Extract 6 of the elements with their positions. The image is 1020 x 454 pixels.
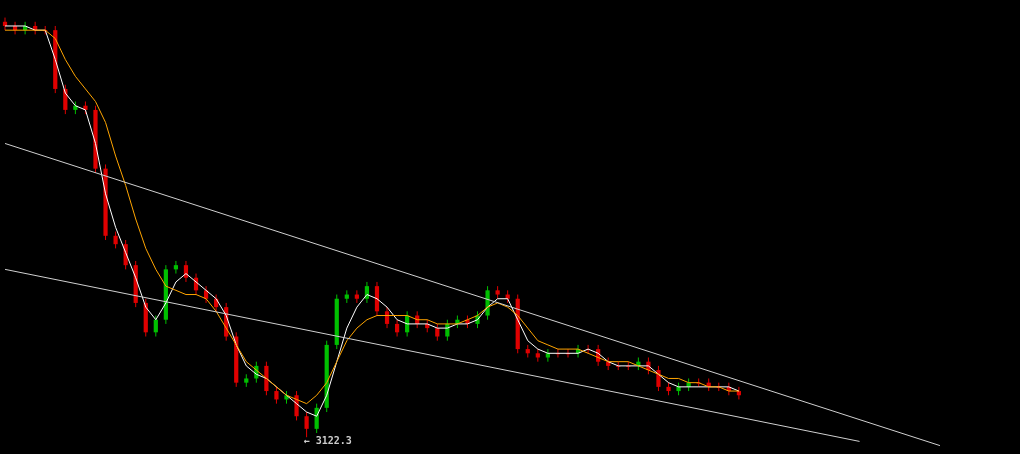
candlestick <box>304 411 309 438</box>
candlestick <box>384 306 390 329</box>
annotation: ← 3122.3 <box>303 435 352 447</box>
candlestick <box>153 315 158 337</box>
candlestick <box>394 319 400 337</box>
candlestick <box>656 365 661 392</box>
